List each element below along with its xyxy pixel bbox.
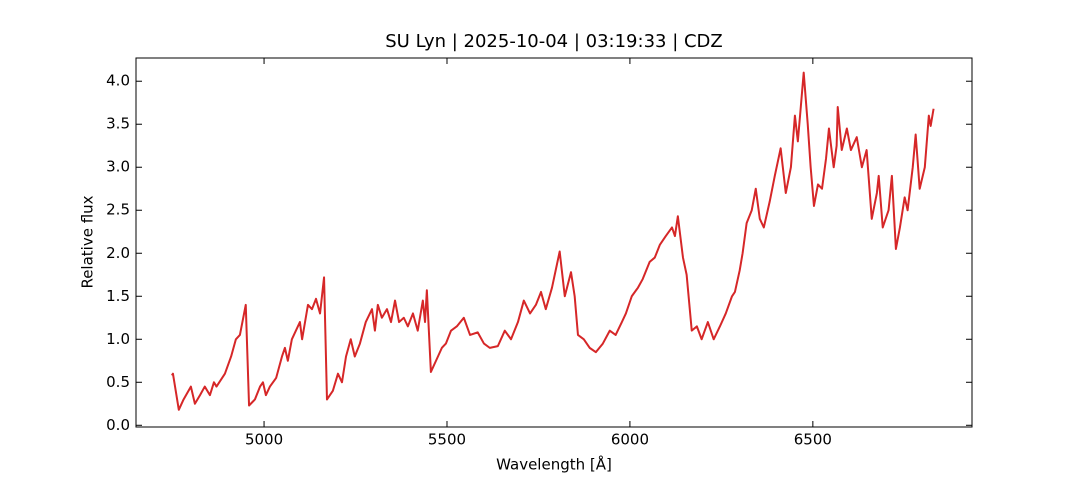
y-tick-label: 1.5 [106, 287, 130, 305]
y-tick-label: 0.5 [106, 373, 130, 391]
y-tick-label: 3.0 [106, 158, 130, 176]
x-tick-label: 6000 [611, 431, 649, 449]
y-axis-label: Relative flux [79, 195, 97, 288]
y-tick-label: 2.0 [106, 244, 130, 262]
plot-frame [135, 57, 973, 428]
x-tick-label: 5000 [245, 431, 283, 449]
x-axis-label: Wavelength [Å] [496, 455, 612, 474]
x-tick-label: 5500 [428, 431, 466, 449]
chart-title: SU Lyn | 2025-10-04 | 03:19:33 | CDZ [385, 31, 723, 52]
y-tick-label: 2.5 [106, 201, 130, 219]
y-tick-label: 1.0 [106, 330, 130, 348]
y-tick-label: 4.0 [106, 72, 130, 90]
x-tick-label: 6500 [794, 431, 832, 449]
spectrum-line [171, 71, 935, 411]
y-tick-label: 3.5 [106, 115, 130, 133]
y-tick-label: 0.0 [106, 416, 130, 434]
